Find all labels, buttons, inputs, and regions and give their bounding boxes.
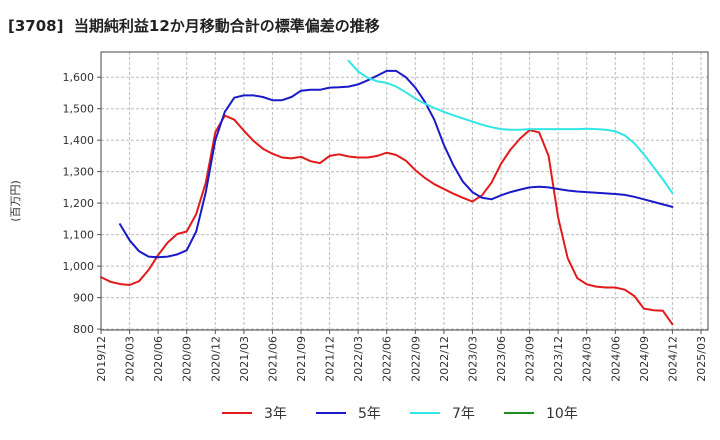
plot-area — [101, 52, 708, 330]
y-axis: 800 900 1,000 1,100 1,200 1,300 1,400 1,500 1,60… — [63, 71, 101, 336]
x-tick-label: 2020/03 — [124, 336, 137, 382]
x-tick-label: 2024/09 — [638, 336, 651, 382]
y-tick-label: 1,400 — [63, 134, 95, 147]
y-axis-label: (百万円) — [9, 180, 22, 222]
x-tick-label: 2023/09 — [524, 336, 537, 382]
x-tick-label: 2022/12 — [438, 336, 451, 382]
x-tick-label: 2021/12 — [324, 336, 337, 382]
x-tick-label: 2020/06 — [152, 336, 165, 382]
x-tick-label: 2023/06 — [495, 336, 508, 382]
y-tick-label: 1,300 — [63, 166, 95, 179]
legend-item-5y: 5年 — [316, 406, 381, 422]
x-tick-label: 2020/12 — [209, 336, 222, 382]
series-lines — [100, 59, 674, 326]
series-line-3y — [100, 114, 674, 326]
x-tick-label: 2023/12 — [552, 336, 565, 382]
legend-label-5y: 5年 — [358, 406, 381, 422]
y-tick-label: 1,100 — [63, 229, 95, 242]
y-tick-label: 1,600 — [63, 71, 95, 84]
x-tick-label: 2024/12 — [666, 336, 679, 382]
legend-label-3y: 3年 — [264, 406, 287, 422]
y-tick-label: 1,000 — [63, 260, 95, 273]
x-tick-label: 2021/03 — [238, 336, 251, 382]
y-tick-label: 800 — [73, 323, 94, 336]
x-tick-label: 2024/03 — [581, 336, 594, 382]
x-tick-label: 2023/03 — [466, 336, 479, 382]
y-tick-label: 900 — [73, 292, 94, 305]
x-axis: 2019/12 2020/03 2020/06 2020/09 2020/12 2021/… — [95, 330, 708, 382]
chart-title: [3708] 当期純利益12か月移動合計の標準偏差の推移 — [8, 17, 380, 35]
legend-item-7y: 7年 — [410, 406, 475, 422]
x-tick-label: 2022/09 — [409, 336, 422, 382]
series-line-7y — [347, 59, 674, 194]
legend-label-10y: 10年 — [546, 406, 578, 422]
x-tick-label: 2019/12 — [95, 336, 108, 382]
legend: 3年 5年 7年 10年 — [222, 406, 578, 422]
legend-item-10y: 10年 — [504, 406, 578, 422]
x-tick-label: 2021/09 — [295, 336, 308, 382]
x-tick-label: 2021/06 — [266, 336, 279, 382]
x-tick-label: 2022/03 — [352, 336, 365, 382]
series-line-5y — [119, 69, 674, 259]
plot-frame — [100, 51, 709, 331]
x-tick-label: 2025/03 — [695, 336, 708, 382]
x-tick-label: 2022/06 — [381, 336, 394, 382]
x-tick-label: 2020/09 — [181, 336, 194, 382]
legend-item-3y: 3年 — [222, 406, 287, 422]
y-tick-label: 1,200 — [63, 197, 95, 210]
x-tick-label: 2024/06 — [609, 336, 622, 382]
y-tick-label: 1,500 — [63, 103, 95, 116]
legend-label-7y: 7年 — [452, 406, 475, 422]
